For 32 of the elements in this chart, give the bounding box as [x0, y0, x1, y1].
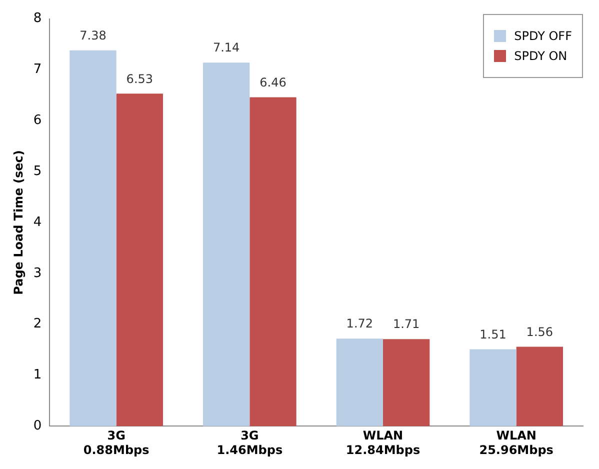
y-tick-label: 5 — [33, 164, 42, 179]
data-label: 1.56 — [526, 324, 554, 339]
data-label: 7.38 — [80, 28, 106, 42]
y-tick-label: 1 — [33, 368, 42, 383]
y-tick-label: 8 — [33, 11, 42, 26]
y-tick-label: 2 — [33, 316, 42, 332]
bar — [383, 339, 430, 426]
bar — [203, 62, 250, 426]
y-tick-label: 0 — [33, 418, 42, 434]
data-label: 1.51 — [480, 327, 506, 342]
data-label: 1.71 — [392, 317, 420, 332]
bar — [250, 97, 296, 426]
y-tick-label: 7 — [33, 62, 42, 78]
data-label: 6.46 — [260, 75, 286, 90]
y-tick-label: 4 — [33, 214, 42, 230]
x-tick-label: 3G 0.88Mbps — [83, 428, 150, 457]
data-label: 6.53 — [126, 72, 154, 86]
bar — [70, 50, 116, 426]
y-tick-label: 3 — [33, 266, 42, 281]
data-label: 7.14 — [212, 40, 240, 55]
x-tick-label: 3G 1.46Mbps — [216, 428, 283, 457]
y-tick-label: 6 — [33, 113, 42, 128]
x-tick-label: WLAN 12.84Mbps — [346, 428, 420, 457]
x-tick-label: WLAN 25.96Mbps — [479, 428, 554, 457]
bar — [470, 349, 516, 426]
legend-label: SPDY OFF — [514, 29, 572, 43]
bar — [516, 346, 563, 426]
bar — [116, 94, 164, 426]
bar — [336, 338, 383, 426]
y-axis-title: Page Load Time (sec) — [11, 150, 26, 295]
data-label: 1.72 — [346, 316, 374, 331]
legend-label: SPDY ON — [514, 49, 568, 63]
